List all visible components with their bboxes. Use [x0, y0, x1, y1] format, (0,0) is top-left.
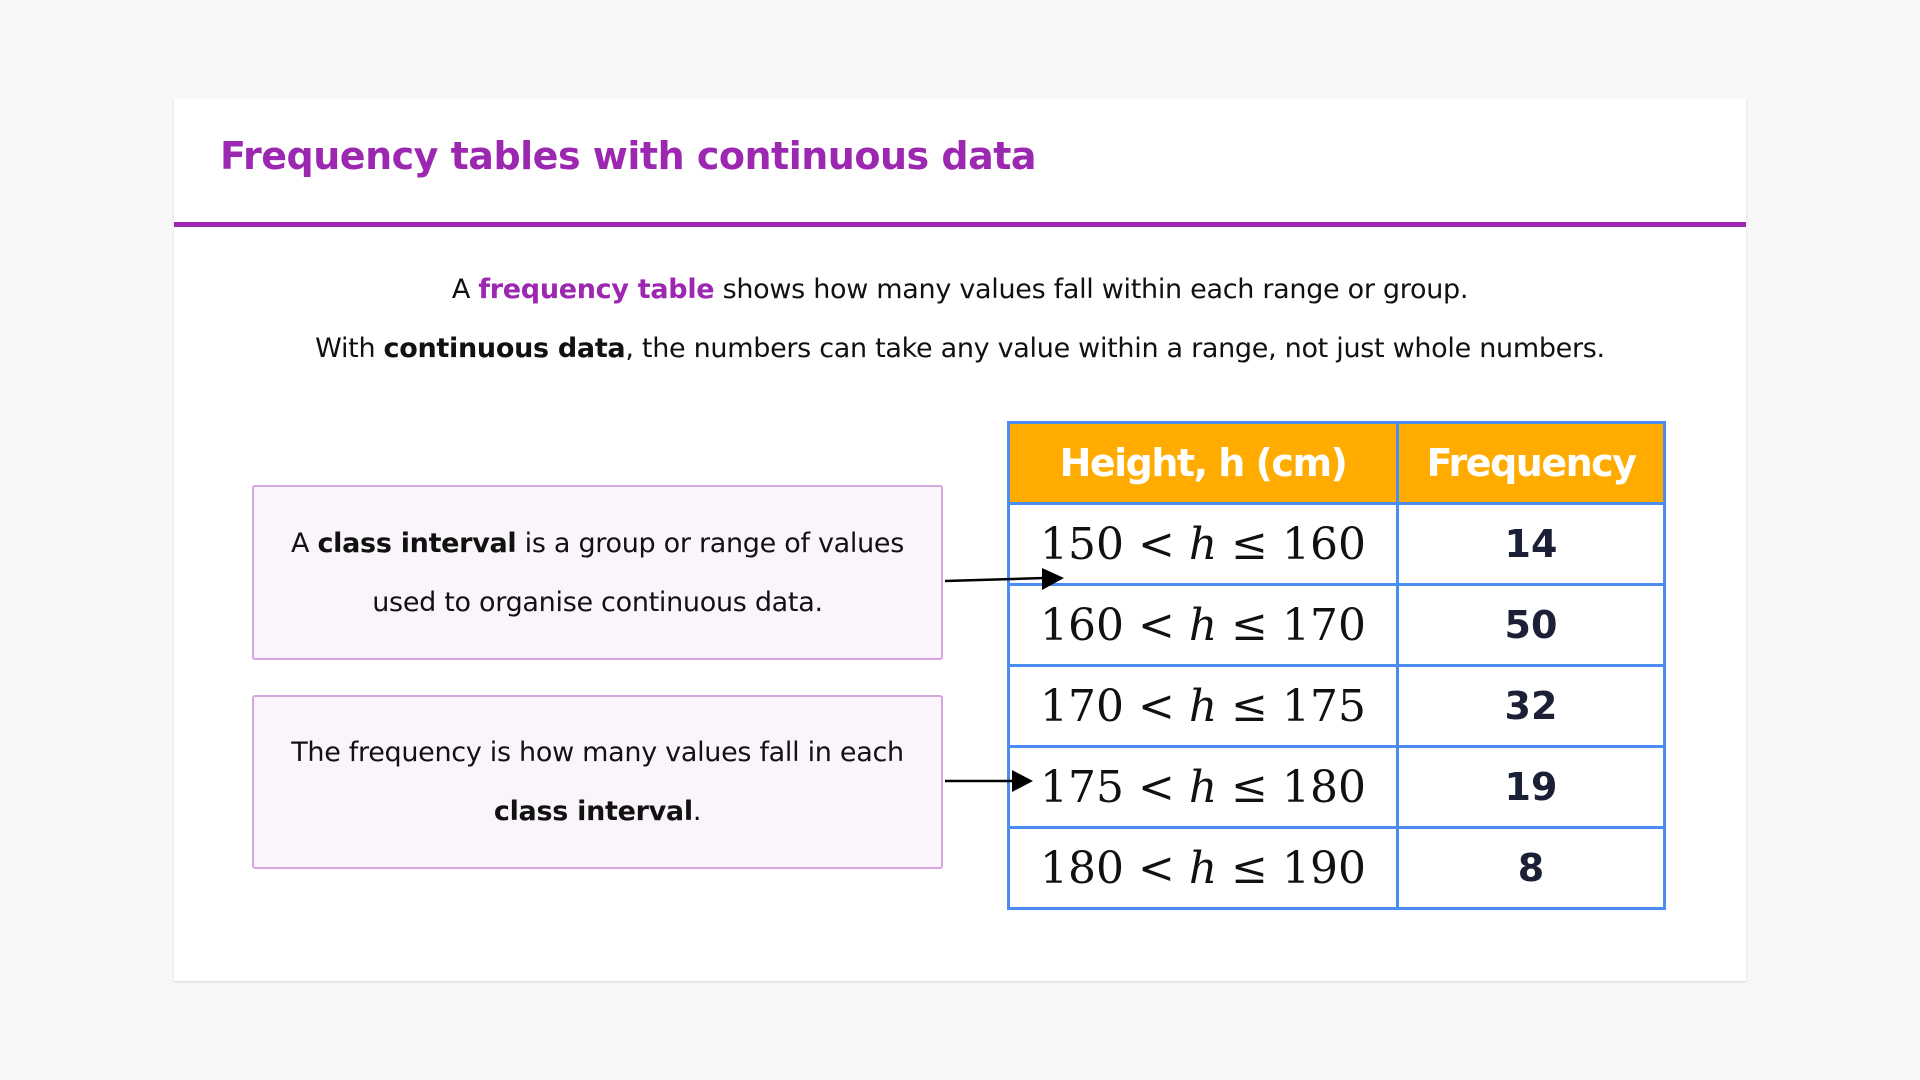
text: A	[291, 527, 318, 559]
highlight-term: frequency table	[478, 274, 715, 305]
bold-term: class interval	[493, 796, 693, 827]
table-row: 170 < h ≤ 175 32	[1007, 664, 1666, 748]
table-header-row: Height, h (cm) Frequency	[1007, 421, 1666, 505]
intro-line-2: With continuous data, the numbers can ta…	[174, 333, 1746, 364]
table-row: 180 < h ≤ 190 8	[1007, 826, 1666, 910]
class-interval-cell: 170 < h ≤ 175	[1007, 664, 1399, 748]
text: A	[451, 274, 479, 305]
frequency-cell: 50	[1396, 583, 1666, 667]
arrow-line-1	[944, 576, 1045, 583]
frequency-table: Height, h (cm) Frequency 150 < h ≤ 160 14…	[1007, 421, 1666, 910]
text: .	[692, 796, 702, 827]
arrow-head-1	[1042, 568, 1064, 590]
arrow-head-2	[1012, 770, 1033, 792]
callout-frequency: The frequency is how many values fall in…	[252, 695, 943, 869]
frequency-cell: 32	[1396, 664, 1666, 748]
class-interval-cell: 175 < h ≤ 180	[1007, 745, 1399, 829]
text: , the numbers can take any value within …	[625, 333, 1605, 364]
text: shows how many values fall within each r…	[714, 274, 1469, 305]
frequency-cell: 14	[1396, 502, 1666, 586]
frequency-cell: 19	[1396, 745, 1666, 829]
page-title: Frequency tables with continuous data	[220, 134, 1037, 178]
text: is a group or range of values used to or…	[372, 527, 904, 618]
header-height: Height, h (cm)	[1007, 421, 1399, 505]
frequency-cell: 8	[1396, 826, 1666, 910]
header-frequency: Frequency	[1396, 421, 1666, 505]
class-interval-cell: 180 < h ≤ 190	[1007, 826, 1399, 910]
arrows	[944, 568, 1064, 792]
bold-term: continuous data	[383, 333, 626, 364]
class-interval-cell: 160 < h ≤ 170	[1007, 583, 1399, 667]
table-row: 175 < h ≤ 180 19	[1007, 745, 1666, 829]
intro-line-1: A frequency table shows how many values …	[174, 274, 1746, 305]
bold-term: class interval	[317, 527, 517, 559]
text: The frequency is how many values fall in…	[291, 737, 904, 768]
table-row: 160 < h ≤ 170 50	[1007, 583, 1666, 667]
title-divider	[174, 222, 1746, 227]
text: With	[315, 333, 384, 364]
table-row: 150 < h ≤ 160 14	[1007, 502, 1666, 586]
callout-class-interval: A class interval is a group or range of …	[252, 485, 943, 660]
slide-card: Frequency tables with continuous data A …	[174, 98, 1746, 981]
class-interval-cell: 150 < h ≤ 160	[1007, 502, 1399, 586]
